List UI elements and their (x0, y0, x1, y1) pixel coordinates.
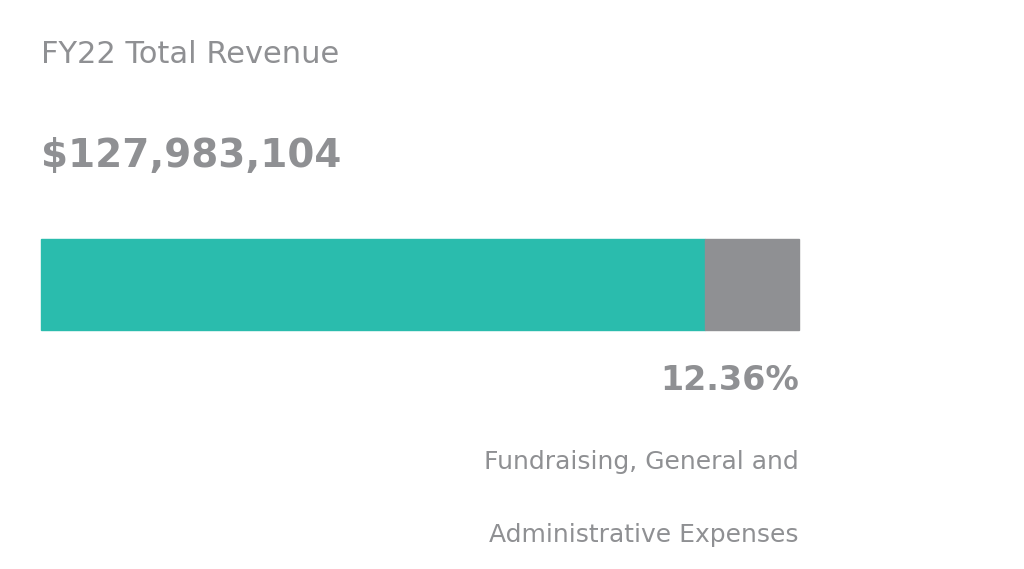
Bar (706, 239, 799, 330)
Text: Fundraising, General and: Fundraising, General and (484, 450, 799, 473)
Text: Administrative Expenses: Administrative Expenses (489, 523, 799, 547)
Text: $127,983,104: $127,983,104 (41, 137, 341, 175)
Text: FY22 Total Revenue: FY22 Total Revenue (41, 40, 339, 69)
Bar (41, 239, 706, 330)
Text: 12.36%: 12.36% (660, 364, 799, 397)
